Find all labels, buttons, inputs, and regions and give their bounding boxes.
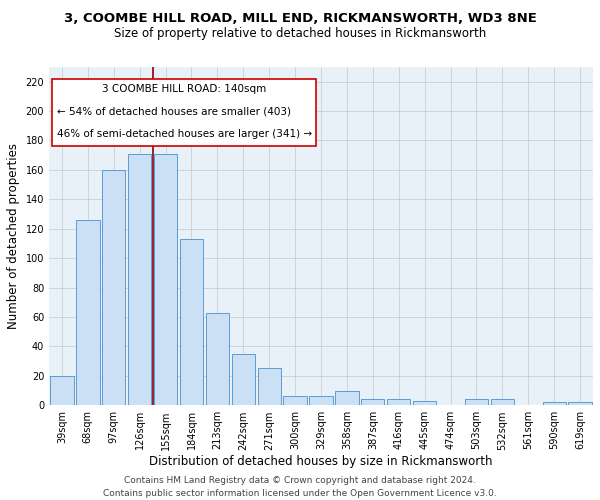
Y-axis label: Number of detached properties: Number of detached properties xyxy=(7,143,20,329)
Bar xyxy=(206,312,229,406)
Bar xyxy=(154,154,177,406)
Bar xyxy=(180,239,203,406)
FancyBboxPatch shape xyxy=(52,79,316,146)
Text: Size of property relative to detached houses in Rickmansworth: Size of property relative to detached ho… xyxy=(114,28,486,40)
Text: 3, COOMBE HILL ROAD, MILL END, RICKMANSWORTH, WD3 8NE: 3, COOMBE HILL ROAD, MILL END, RICKMANSW… xyxy=(64,12,536,26)
Bar xyxy=(50,376,74,406)
Bar xyxy=(568,402,592,406)
Bar xyxy=(465,400,488,406)
Bar xyxy=(102,170,125,406)
Bar xyxy=(310,396,332,406)
Text: 46% of semi-detached houses are larger (341) →: 46% of semi-detached houses are larger (… xyxy=(57,130,312,140)
Bar xyxy=(387,400,410,406)
Text: ← 54% of detached houses are smaller (403): ← 54% of detached houses are smaller (40… xyxy=(57,106,291,117)
Bar xyxy=(413,401,436,406)
Text: Contains HM Land Registry data © Crown copyright and database right 2024.
Contai: Contains HM Land Registry data © Crown c… xyxy=(103,476,497,498)
Bar xyxy=(283,396,307,406)
Bar xyxy=(232,354,255,406)
X-axis label: Distribution of detached houses by size in Rickmansworth: Distribution of detached houses by size … xyxy=(149,455,493,468)
Text: 3 COOMBE HILL ROAD: 140sqm: 3 COOMBE HILL ROAD: 140sqm xyxy=(101,84,266,94)
Bar xyxy=(491,400,514,406)
Bar xyxy=(257,368,281,406)
Bar xyxy=(76,220,100,406)
Bar xyxy=(542,402,566,406)
Bar xyxy=(128,154,151,406)
Bar xyxy=(361,400,385,406)
Bar xyxy=(335,390,359,406)
